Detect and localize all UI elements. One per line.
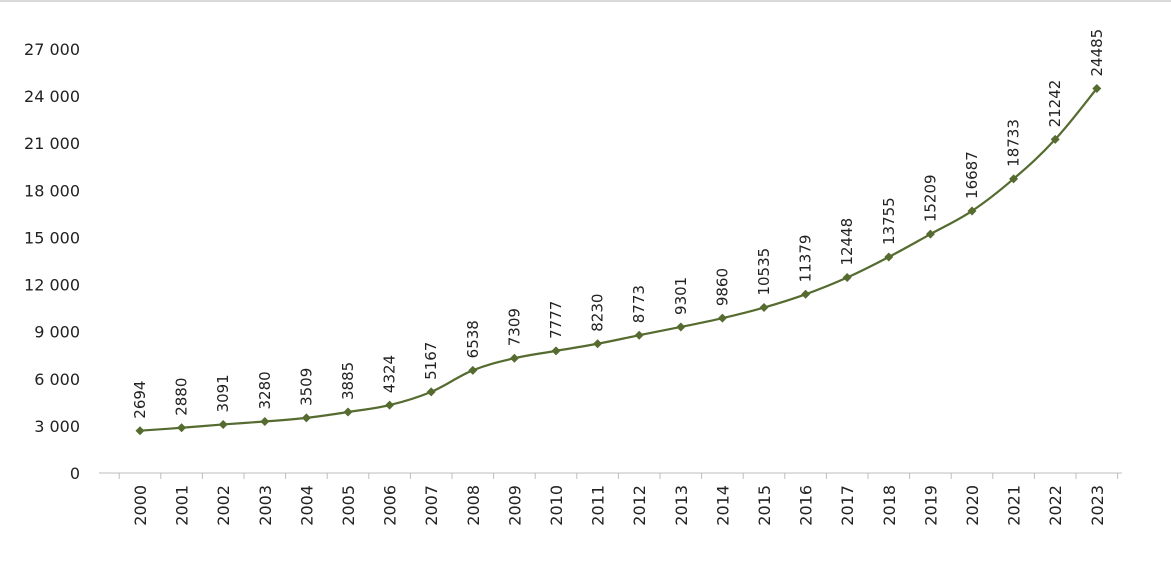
y-tick-label: 27 000 (24, 40, 80, 59)
data-label: 4324 (381, 355, 399, 393)
series (135, 83, 1102, 436)
y-tick-label: 18 000 (24, 181, 80, 200)
x-tick-label: 2006 (381, 485, 400, 526)
data-label: 13755 (880, 197, 898, 245)
data-point (177, 423, 187, 433)
x-tick-label: 2016 (797, 485, 816, 526)
data-point (967, 206, 977, 216)
data-point (301, 413, 311, 423)
x-tick-label: 2007 (422, 485, 441, 526)
data-label: 9860 (713, 268, 731, 306)
data-label: 2880 (173, 378, 191, 416)
x-tick-label: 2003 (256, 485, 275, 526)
data-label: 7777 (547, 301, 565, 339)
y-tick-label: 12 000 (24, 276, 80, 295)
data-point (468, 365, 478, 375)
y-tick-label: 3 000 (34, 417, 80, 436)
data-point (426, 387, 436, 397)
data-point (509, 353, 519, 363)
x-axis: 2000 2001 2002 2003 2004 2005 2006 2007 2008 2009… (99, 472, 1122, 526)
x-tick-label: 2012 (630, 485, 649, 526)
x-tick-label: 2000 (131, 485, 150, 526)
x-tick-label: 2008 (464, 485, 483, 526)
data-point (925, 229, 935, 239)
x-tick-label: 2014 (713, 485, 732, 526)
data-label: 8773 (630, 285, 648, 323)
data-label: 5167 (422, 342, 440, 380)
data-point (884, 252, 894, 262)
x-tick-label: 2017 (838, 485, 857, 526)
data-point (842, 273, 852, 283)
data-label: 11379 (797, 235, 815, 283)
x-tick-label: 2020 (963, 485, 982, 526)
data-label: 10535 (755, 248, 773, 296)
x-tick-label: 2022 (1046, 485, 1065, 526)
x-tick-label: 2018 (880, 485, 899, 526)
data-label: 3091 (214, 374, 232, 412)
x-tick-label: 2019 (921, 485, 940, 526)
data-point (218, 419, 228, 429)
data-label: 8230 (589, 294, 607, 332)
data-label: 15209 (921, 174, 939, 222)
x-tick-label: 2005 (339, 485, 358, 526)
x-tick-label: 2011 (589, 485, 608, 526)
data-label: 18733 (1005, 119, 1023, 167)
x-tick-label: 2010 (547, 485, 566, 526)
data-label: 6538 (464, 320, 482, 358)
x-tick-label: 2009 (505, 485, 524, 526)
data-point (759, 303, 769, 313)
x-tick-label: 2004 (297, 485, 316, 526)
data-labels: 2694 2880 3091 3280 3509 3885 4324 5167 6538 7309… (131, 29, 1106, 419)
data-point (260, 416, 270, 426)
data-label: 7309 (505, 308, 523, 346)
data-point (676, 322, 686, 332)
data-label: 12448 (838, 218, 856, 266)
data-label: 9301 (672, 277, 690, 315)
data-point (634, 330, 644, 340)
x-tick-label: 2023 (1088, 485, 1107, 526)
data-label: 3280 (256, 371, 274, 409)
y-tick-label: 0 (70, 464, 80, 483)
data-point (717, 313, 727, 323)
x-tick-label: 2002 (214, 485, 233, 526)
data-point (551, 346, 561, 356)
data-point (385, 400, 395, 410)
data-point (1092, 83, 1102, 93)
data-point (593, 339, 603, 349)
x-tick-label: 2015 (755, 485, 774, 526)
y-axis: 0 3 000 6 000 9 000 12 000 15 000 18 000 21 000… (24, 40, 80, 483)
series-line (139, 87, 1098, 432)
y-tick-label: 24 000 (24, 87, 80, 106)
data-point (343, 407, 353, 417)
data-label: 24485 (1088, 29, 1106, 77)
x-tick-label: 2013 (672, 485, 691, 526)
top-border (0, 0, 1171, 2)
x-tick-label: 2001 (173, 485, 192, 526)
x-tick-label: 2021 (1005, 485, 1024, 526)
data-point (1009, 174, 1019, 184)
y-tick-label: 21 000 (24, 134, 80, 153)
data-label: 2694 (131, 381, 149, 419)
data-label: 21242 (1046, 80, 1064, 128)
data-point (135, 426, 145, 436)
y-tick-label: 15 000 (24, 228, 80, 247)
y-tick-label: 6 000 (34, 370, 80, 389)
data-label: 3509 (297, 368, 315, 406)
data-point (801, 289, 811, 299)
y-tick-label: 9 000 (34, 323, 80, 342)
data-point (1050, 134, 1060, 144)
data-label: 3885 (339, 362, 357, 400)
data-label: 16687 (963, 151, 981, 199)
